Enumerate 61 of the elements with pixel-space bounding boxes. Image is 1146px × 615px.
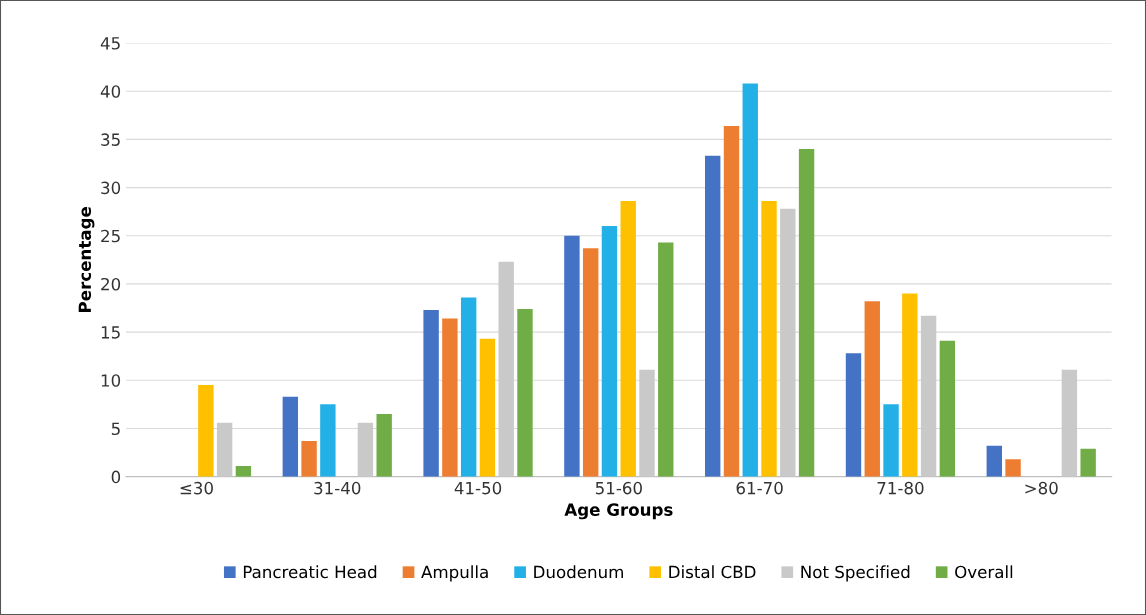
legend-label: Overall bbox=[955, 565, 1013, 579]
x-tick-label: 51-60 bbox=[595, 481, 642, 495]
x-axis-title: Age Groups bbox=[564, 503, 673, 520]
legend-label: Pancreatic Head bbox=[243, 565, 377, 579]
bar bbox=[742, 83, 758, 477]
bar bbox=[639, 369, 655, 477]
bar bbox=[235, 466, 252, 477]
bar bbox=[1080, 448, 1096, 477]
y-axis-title: Percentage bbox=[78, 207, 95, 312]
bar bbox=[423, 309, 439, 477]
bar bbox=[902, 293, 918, 477]
bar bbox=[723, 125, 740, 477]
legend-label: Distal CBD bbox=[669, 565, 756, 579]
bar bbox=[479, 338, 496, 477]
y-tick-label: 30 bbox=[101, 181, 121, 195]
bar bbox=[582, 248, 599, 477]
x-tick-label: 71-80 bbox=[877, 481, 924, 495]
bar bbox=[845, 353, 862, 477]
legend-label: Ampulla bbox=[421, 565, 488, 582]
x-tick-label: 31-40 bbox=[314, 481, 361, 495]
bar bbox=[780, 208, 796, 477]
y-tick-label: 0 bbox=[111, 470, 121, 484]
bar bbox=[216, 422, 233, 477]
bar bbox=[376, 414, 392, 477]
bar bbox=[601, 226, 618, 477]
bar bbox=[460, 297, 477, 477]
bar bbox=[883, 404, 899, 477]
bar bbox=[282, 396, 299, 477]
bar bbox=[705, 155, 721, 477]
bar bbox=[517, 308, 533, 477]
legend-label: Duodenum bbox=[534, 565, 623, 579]
x-tick-label: 61-70 bbox=[736, 481, 783, 495]
bar bbox=[1005, 459, 1021, 477]
y-tick-label: 25 bbox=[101, 229, 120, 243]
x-tick-label: >80 bbox=[1025, 481, 1058, 495]
bar bbox=[798, 149, 815, 477]
legend-label: Not Specified bbox=[801, 565, 910, 582]
bar bbox=[564, 235, 580, 477]
bar bbox=[498, 261, 514, 477]
y-tick-label: 5 bbox=[111, 422, 120, 436]
y-tick-label: 45 bbox=[100, 37, 120, 50]
bar bbox=[620, 201, 636, 477]
bar bbox=[320, 404, 336, 477]
bar bbox=[357, 422, 374, 477]
y-tick-label: 20 bbox=[101, 277, 121, 291]
bar bbox=[301, 440, 317, 477]
y-tick-label: 40 bbox=[100, 85, 121, 98]
y-tick-label: 10 bbox=[101, 374, 121, 387]
bar bbox=[1061, 369, 1078, 477]
x-tick-label: ≤30 bbox=[180, 481, 213, 495]
bar bbox=[939, 340, 956, 477]
bar bbox=[864, 301, 880, 477]
bar bbox=[986, 445, 1002, 477]
x-tick-label: 41-50 bbox=[454, 481, 502, 495]
bar bbox=[658, 242, 674, 477]
y-tick-label: 35 bbox=[101, 133, 120, 146]
y-tick-label: 15 bbox=[101, 326, 120, 339]
bar bbox=[198, 385, 214, 477]
bar bbox=[442, 318, 458, 477]
bar bbox=[920, 315, 937, 477]
bar bbox=[761, 201, 777, 477]
